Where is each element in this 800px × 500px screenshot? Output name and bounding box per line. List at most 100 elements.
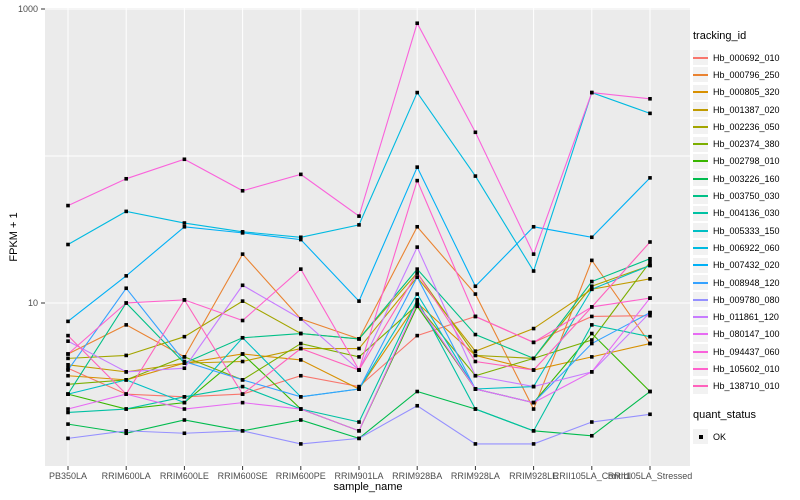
data-point — [590, 287, 594, 292]
data-point — [590, 235, 594, 240]
data-point — [473, 373, 478, 378]
data-point — [66, 333, 70, 338]
x-tick-label: PB350LA — [48, 471, 88, 481]
legend-quant-status: quant_status OK — [693, 409, 780, 445]
data-point — [648, 256, 652, 261]
legend-key-icon — [693, 205, 708, 221]
data-point — [473, 387, 478, 391]
legend-item-Hb_003750_030: Hb_003750_030 — [693, 187, 780, 204]
data-point — [357, 436, 361, 441]
data-point — [66, 319, 70, 324]
data-point — [590, 284, 594, 289]
data-point — [531, 326, 536, 331]
legend-label: Hb_011861_120 — [713, 312, 779, 323]
data-point — [531, 252, 536, 256]
data-point — [415, 403, 419, 408]
data-point — [531, 407, 536, 411]
legend-line-swatch — [693, 229, 708, 232]
data-point — [240, 188, 245, 193]
legend-key-icon — [693, 119, 708, 135]
data-point — [182, 224, 187, 229]
legend-key-icon — [693, 240, 708, 256]
data-point — [590, 370, 594, 374]
legend-label: Hb_105602_010 — [713, 363, 780, 374]
x-tick-label: RRIM600PE — [275, 471, 326, 481]
data-point — [415, 292, 419, 296]
legend-item-Hb_003226_160: Hb_003226_160 — [693, 170, 780, 187]
data-point — [357, 387, 361, 391]
data-point — [473, 284, 478, 289]
data-point — [357, 429, 361, 433]
data-point — [357, 355, 361, 359]
data-point — [648, 296, 652, 300]
data-point — [124, 301, 128, 305]
data-point — [66, 407, 70, 411]
data-point — [299, 331, 303, 336]
data-point — [648, 389, 652, 394]
legend-key-icon — [693, 309, 708, 325]
legend-line-swatch — [693, 160, 708, 163]
legend-label: Hb_000805_320 — [713, 87, 780, 98]
legend-item-Hb_000692_010: Hb_000692_010 — [693, 49, 780, 66]
legend-key-icon — [693, 275, 708, 290]
legend-key-icon — [693, 378, 708, 394]
x-axis-title: sample_name — [333, 481, 403, 493]
data-point — [240, 400, 245, 405]
data-point — [648, 260, 652, 264]
legend-label: Hb_138710_010 — [713, 381, 780, 392]
legend-item-Hb_002798_010: Hb_002798_010 — [693, 153, 780, 170]
data-point — [182, 400, 187, 405]
data-point — [124, 274, 128, 278]
legend-item-Hb_105602_010: Hb_105602_010 — [693, 360, 780, 377]
data-point — [240, 429, 245, 433]
data-point — [473, 442, 478, 446]
legend-line-swatch — [693, 298, 708, 301]
data-point — [415, 178, 419, 183]
legend-label: Hb_005333_150 — [713, 225, 780, 236]
legend-item-Hb_009780_080: Hb_009780_080 — [693, 291, 780, 308]
data-point — [473, 174, 478, 178]
data-point — [357, 384, 361, 389]
data-point — [240, 299, 245, 303]
legend-label: Hb_094437_060 — [713, 346, 780, 357]
data-point — [240, 392, 245, 396]
legend-key-icon — [693, 344, 708, 360]
data-point — [415, 275, 419, 279]
legend-line-swatch — [693, 281, 708, 284]
data-point — [357, 346, 361, 351]
data-point — [66, 368, 70, 372]
legend-line-swatch — [693, 73, 708, 76]
data-point — [648, 341, 652, 346]
legend-title-tracking-id: tracking_id — [693, 30, 747, 42]
data-point — [124, 407, 128, 411]
data-point — [531, 356, 536, 361]
data-point — [66, 352, 70, 356]
data-point — [240, 359, 245, 364]
x-tick-label: RRIM600LE — [159, 471, 209, 481]
data-point — [415, 245, 419, 249]
data-point — [124, 429, 128, 433]
legend-line-swatch — [693, 56, 708, 59]
data-point — [415, 304, 419, 309]
data-point — [590, 331, 594, 336]
data-point — [531, 368, 536, 372]
legend-line-swatch — [693, 125, 708, 128]
legend-key-icon — [693, 361, 708, 377]
legend-line-swatch — [693, 367, 708, 370]
legend-key-icon — [693, 84, 708, 100]
data-point — [66, 422, 70, 426]
x-tick-label: RRII105LA_Stressed — [607, 471, 693, 481]
data-point — [124, 286, 128, 291]
data-point — [66, 382, 70, 387]
legend-item-Hb_002236_050: Hb_002236_050 — [693, 118, 780, 135]
data-point — [590, 305, 594, 309]
data-point — [590, 279, 594, 284]
data-point — [182, 334, 187, 339]
data-point — [240, 352, 245, 356]
data-point — [531, 340, 536, 345]
data-point — [531, 384, 536, 389]
data-point — [66, 410, 70, 415]
data-point — [473, 353, 478, 358]
data-point — [299, 373, 303, 378]
data-point — [299, 346, 303, 351]
